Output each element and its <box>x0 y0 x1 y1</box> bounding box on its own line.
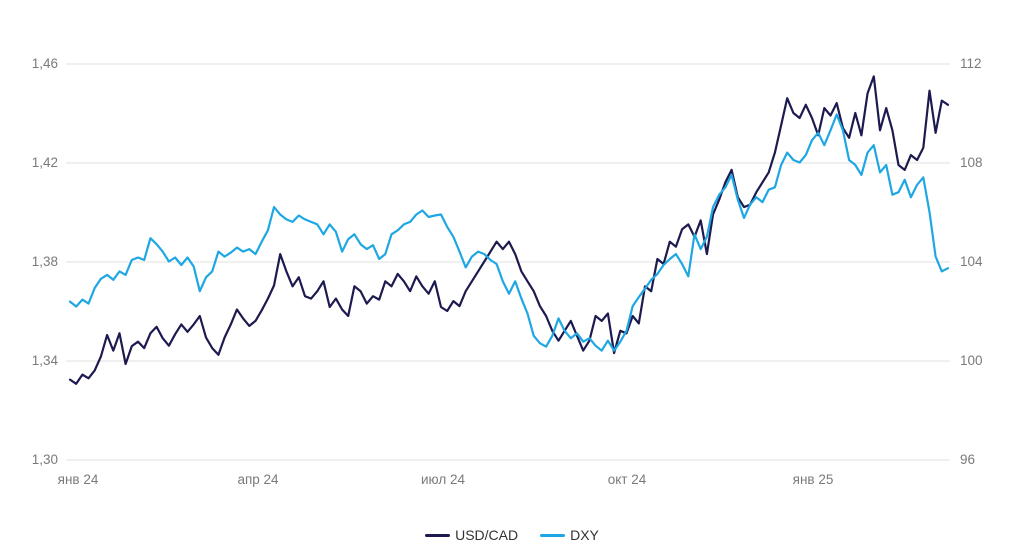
left-axis-tick: 1,42 <box>31 155 58 170</box>
right-axis-tick: 112 <box>960 56 982 71</box>
x-axis-tick: янв 25 <box>792 472 834 487</box>
x-axis-tick: июл 24 <box>420 472 466 487</box>
legend-label-usdcad: USD/CAD <box>455 527 519 543</box>
legend: USD/CAD DXY <box>0 523 1024 547</box>
usd-cad-line <box>68 75 950 385</box>
left-axis-tick: 1,30 <box>31 452 58 467</box>
x-axis-tick: янв 24 <box>57 472 99 487</box>
right-axis-tick: 96 <box>960 452 976 467</box>
right-axis-tick: 104 <box>960 254 983 269</box>
legend-item-usdcad[interactable]: USD/CAD <box>425 526 518 544</box>
x-axis-tick: окт 24 <box>607 472 647 487</box>
dxy-line-swatch <box>540 533 566 537</box>
legend-label-dxy: DXY <box>570 527 599 543</box>
left-axis-tick: 1,34 <box>31 353 58 368</box>
dxy-line <box>68 113 950 352</box>
usdcad-line-swatch <box>425 533 451 537</box>
x-axis-tick: апр 24 <box>237 472 279 487</box>
left-axis-tick: 1,38 <box>31 254 58 269</box>
right-axis-tick: 108 <box>960 155 983 170</box>
right-axis-tick: 100 <box>960 353 983 368</box>
legend-item-dxy[interactable]: DXY <box>540 526 599 544</box>
left-axis-tick: 1,46 <box>31 56 58 71</box>
